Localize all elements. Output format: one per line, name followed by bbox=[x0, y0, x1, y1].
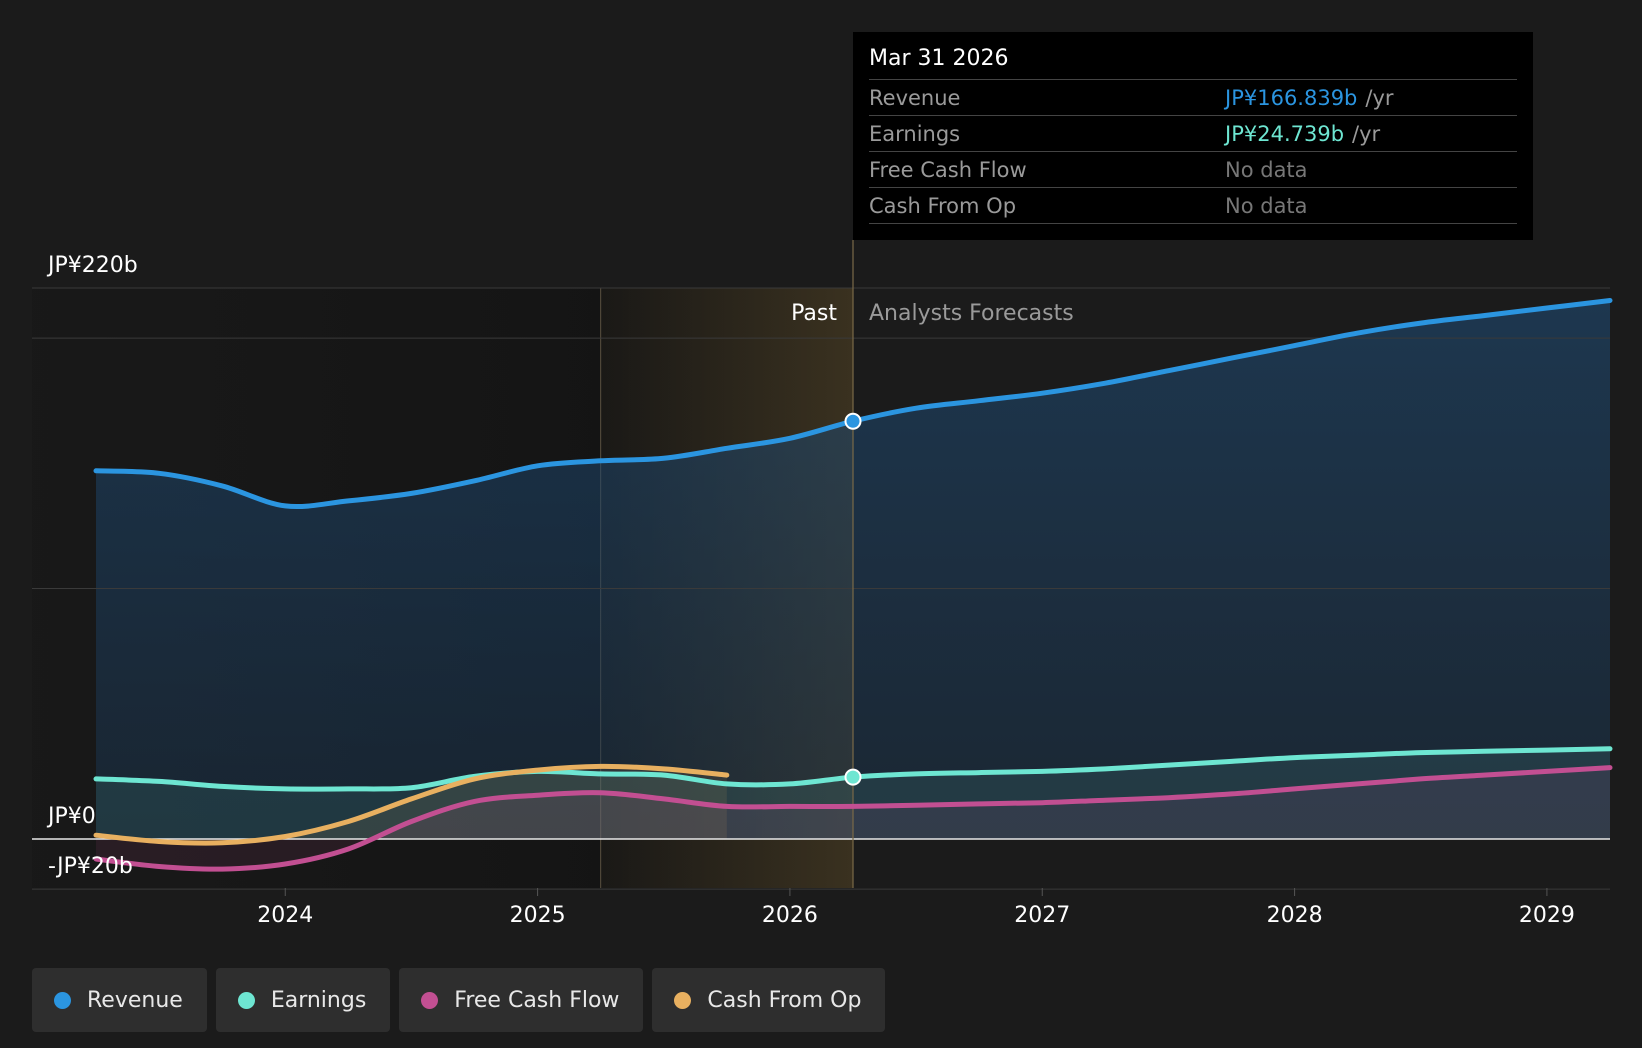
tooltip-row-cash-from-op: Cash From Op No data bbox=[869, 188, 1517, 224]
legend-label: Free Cash Flow bbox=[454, 987, 620, 1013]
y-tick-label: -JP¥20b bbox=[48, 854, 133, 879]
area-cash-from-op bbox=[96, 766, 727, 844]
tooltip-value: No data bbox=[1225, 193, 1308, 218]
data-point-marker bbox=[844, 412, 862, 430]
legend-label: Cash From Op bbox=[707, 987, 862, 1013]
data-point-marker bbox=[844, 768, 862, 786]
tooltip-date: Mar 31 2026 bbox=[869, 46, 1517, 80]
tooltip-value: JP¥166.839b bbox=[1225, 85, 1358, 110]
y-tick-label: JP¥0 bbox=[46, 804, 96, 829]
legend-label: Revenue bbox=[87, 987, 183, 1013]
legend-dot-icon bbox=[421, 991, 439, 1009]
y-tick-label: JP¥220b bbox=[46, 253, 138, 278]
x-tick-label: 2028 bbox=[1267, 903, 1323, 928]
tooltip-unit: /yr bbox=[1365, 85, 1394, 110]
series-line-cash-from-op bbox=[93, 763, 730, 846]
legend-label: Earnings bbox=[270, 987, 367, 1013]
tooltip: Mar 31 2026 Revenue JP¥166.839b /yr Earn… bbox=[853, 32, 1533, 240]
tooltip-value: JP¥24.739b bbox=[1225, 121, 1345, 146]
tooltip-row-free-cash-flow: Free Cash Flow No data bbox=[869, 152, 1517, 188]
legend-item-revenue[interactable]: Revenue bbox=[32, 968, 207, 1032]
tooltip-label: Cash From Op bbox=[869, 193, 1017, 218]
tooltip-label: Earnings bbox=[869, 121, 961, 146]
legend-dot-icon bbox=[674, 991, 692, 1009]
tooltip-unit: /yr bbox=[1352, 121, 1381, 146]
legend-item-earnings[interactable]: Earnings bbox=[215, 968, 391, 1032]
x-tick-label: 2025 bbox=[510, 903, 566, 928]
tooltip-label: Revenue bbox=[869, 85, 961, 110]
tooltip-value: No data bbox=[1225, 157, 1308, 182]
legend-item-cash-from-op[interactable]: Cash From Op bbox=[652, 968, 886, 1032]
legend-dot-icon bbox=[54, 991, 71, 1009]
x-tick-label: 2024 bbox=[257, 903, 313, 928]
past-label: Past bbox=[791, 301, 837, 326]
x-tick-label: 2027 bbox=[1014, 903, 1070, 928]
legend: Revenue Earnings Free Cash Flow Cash Fro… bbox=[32, 968, 886, 1032]
tooltip-row-earnings: Earnings JP¥24.739b /yr bbox=[869, 116, 1517, 152]
legend-item-free-cash-flow[interactable]: Free Cash Flow bbox=[399, 968, 644, 1032]
tooltip-label: Free Cash Flow bbox=[869, 157, 1027, 182]
legend-dot-icon bbox=[237, 991, 255, 1009]
tooltip-row-revenue: Revenue JP¥166.839b /yr bbox=[869, 80, 1517, 116]
x-tick-label: 2026 bbox=[762, 903, 818, 928]
series-line-free-cash-flow bbox=[93, 765, 1613, 872]
x-tick-label: 2029 bbox=[1519, 903, 1575, 928]
forecast-label: Analysts Forecasts bbox=[869, 301, 1074, 326]
